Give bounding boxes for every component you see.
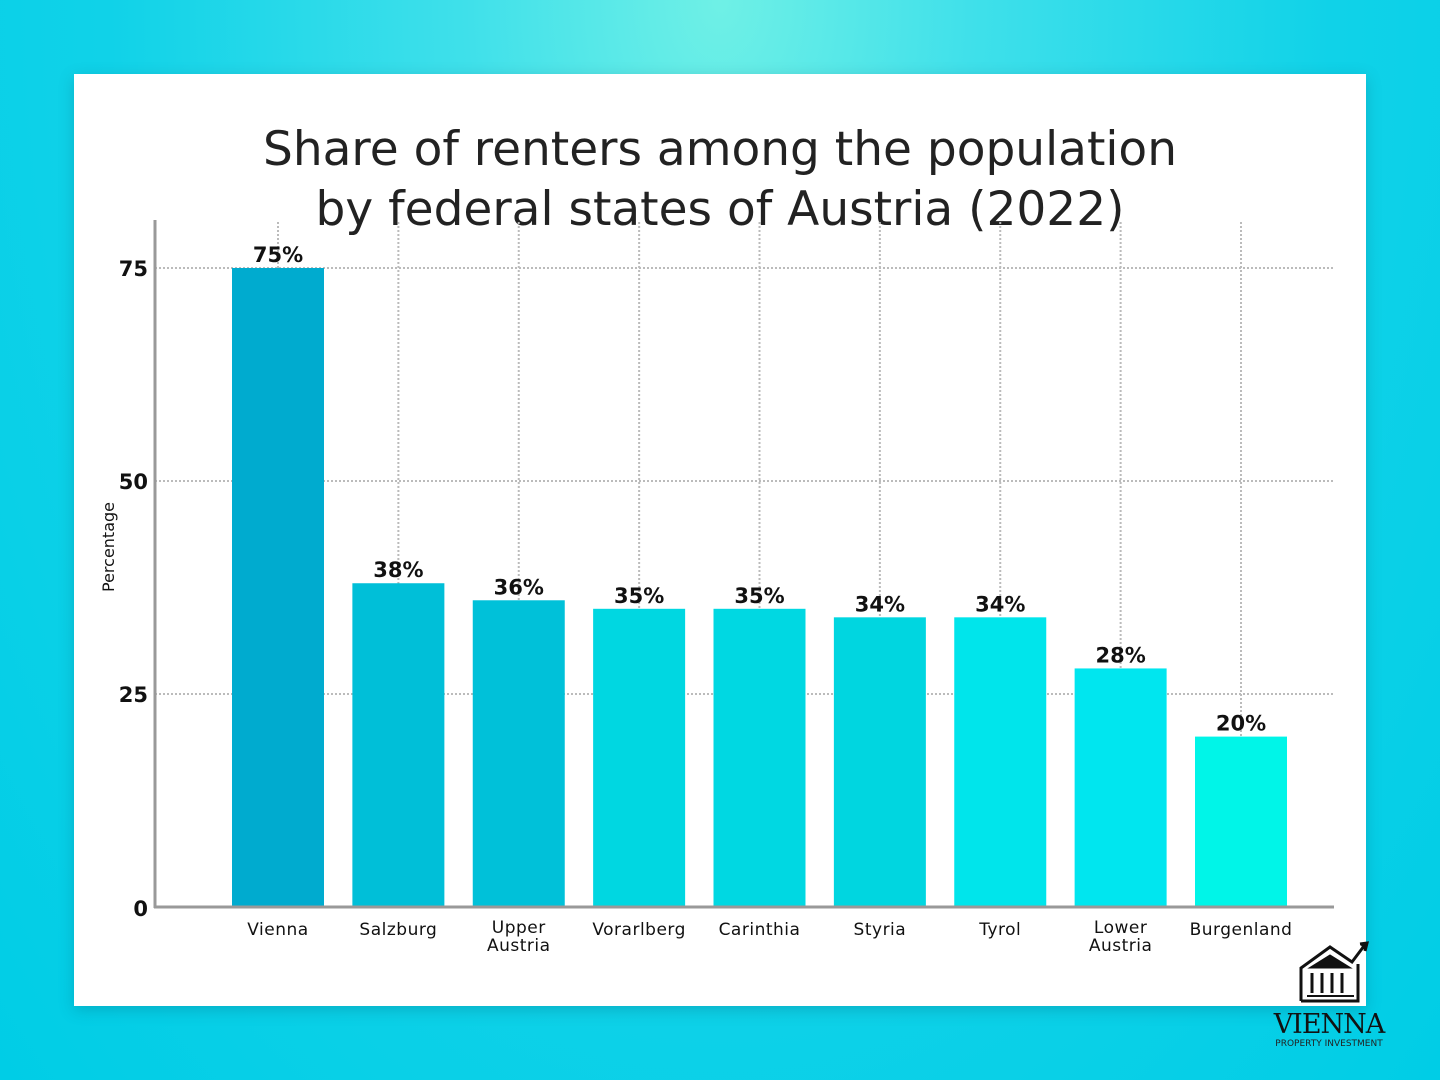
y-tick-label: 0 — [133, 897, 148, 921]
y-axis-label: Percentage — [99, 502, 118, 592]
chart-title-line-2: by federal states of Austria (2022) — [316, 182, 1125, 237]
bar-value-label: 35% — [734, 584, 784, 608]
y-tick-label: 25 — [119, 683, 148, 707]
bar — [1195, 736, 1287, 907]
y-tick-label: 50 — [119, 470, 148, 494]
bar-value-label: 34% — [855, 592, 905, 616]
x-tick-label: Austria — [487, 936, 551, 956]
bar — [593, 608, 686, 907]
x-tick-label: Vorarlberg — [592, 920, 686, 940]
x-tick-label: Lower — [1094, 918, 1147, 938]
x-tick-label: Styria — [854, 920, 907, 940]
bar-value-label: 38% — [373, 558, 423, 582]
bar — [472, 600, 565, 907]
bar — [954, 617, 1047, 907]
bar — [352, 583, 445, 907]
bar — [232, 268, 324, 907]
x-tick-label: Burgenland — [1190, 920, 1293, 940]
bar — [833, 617, 926, 907]
bar-value-label: 35% — [614, 584, 664, 608]
bar-value-label: 20% — [1216, 712, 1266, 736]
x-tick-label: Salzburg — [359, 920, 437, 940]
bar-value-label: 36% — [494, 575, 544, 599]
logo-name: VIENNA — [1273, 1009, 1386, 1040]
bar-value-label: 75% — [253, 243, 303, 267]
logo: VIENNA PROPERTY INVESTMENT — [1273, 941, 1387, 1049]
x-tick-label: Austria — [1089, 936, 1153, 956]
x-tick-label: Vienna — [247, 920, 308, 940]
y-tick-label: 75 — [119, 257, 148, 281]
bar-value-label: 28% — [1095, 643, 1145, 667]
bar — [1074, 668, 1167, 907]
x-tick-label: Tyrol — [978, 920, 1021, 940]
logo-tagline: PROPERTY INVESTMENT — [1275, 1039, 1383, 1049]
bar — [713, 608, 806, 907]
x-tick-label: Upper — [492, 918, 546, 938]
x-tick-label: Carinthia — [719, 920, 801, 940]
bar-value-label: 34% — [975, 592, 1025, 616]
chart-title-line-1: Share of renters among the population — [263, 122, 1177, 177]
building-chart-logo-icon — [1299, 941, 1369, 1003]
